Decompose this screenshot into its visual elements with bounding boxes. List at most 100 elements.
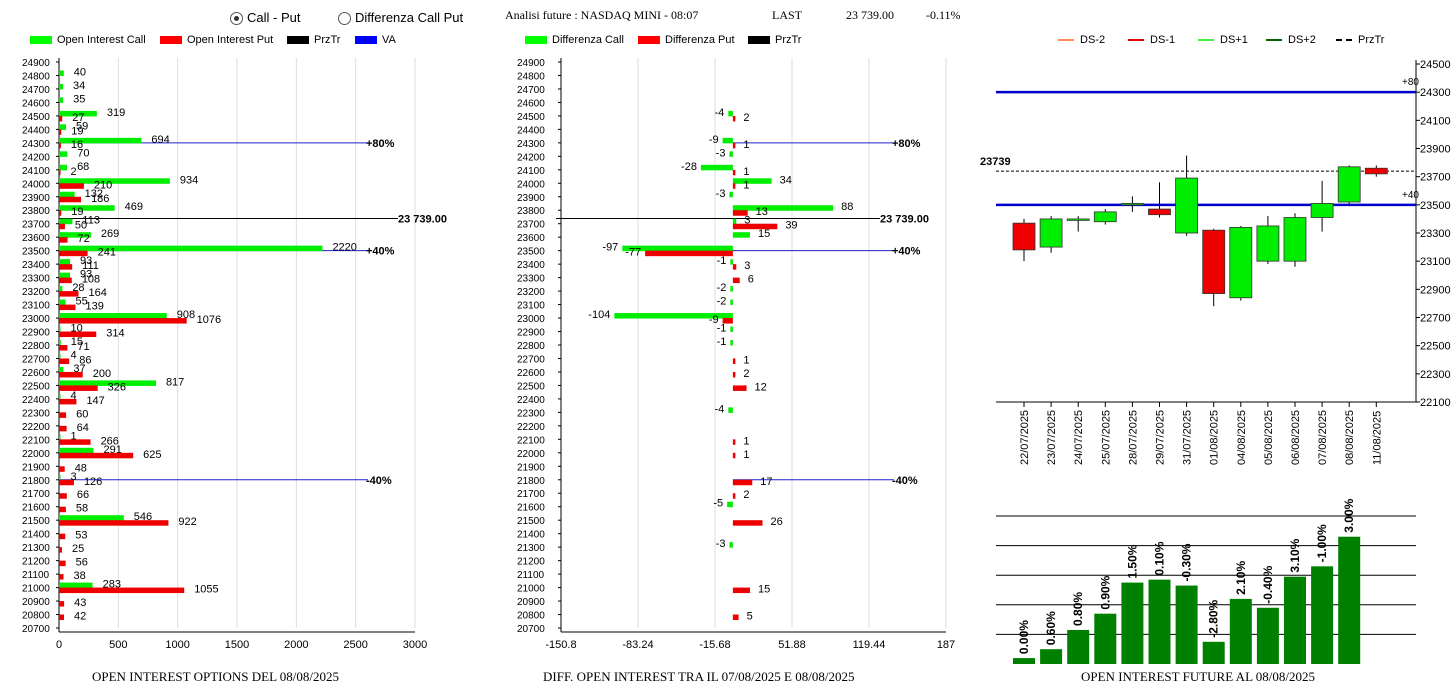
strike-label: 22200 [517, 422, 545, 433]
strike-label: 24900 [517, 58, 545, 69]
bar-value-label: 694 [151, 134, 169, 146]
diff-put-bar [722, 318, 733, 324]
strike-label: 21100 [517, 570, 545, 581]
legend-ds-2-label: DS-2 [1080, 34, 1106, 46]
bar-value-label: 34 [780, 174, 792, 186]
y-tick-label: 24500 [1420, 59, 1451, 71]
diff-call-bar [730, 340, 733, 346]
y-tick-label: 22300 [1420, 369, 1451, 381]
legend-ds+1-label: DS+1 [1220, 34, 1248, 46]
diff-put-bar [732, 210, 748, 216]
put-bar [59, 183, 84, 189]
strike-label: 21200 [22, 557, 50, 568]
bar-value-label: 66 [77, 489, 89, 501]
strike-label: 24500 [22, 112, 50, 123]
strike-label: 21000 [517, 584, 545, 595]
diff-put-bar [732, 183, 736, 189]
strike-label: 20900 [517, 597, 545, 608]
va-label: +40% [366, 246, 395, 258]
bar-value-label: 48 [75, 462, 87, 474]
bar-value-label: 38 [74, 570, 86, 582]
date-label: 06/08/2025 [1290, 410, 1302, 465]
put-bar [59, 479, 74, 486]
bar-value-label: 15 [758, 584, 770, 596]
candle-body [1229, 226, 1253, 299]
call-bar [59, 83, 64, 90]
strike-label: 24300 [517, 139, 545, 150]
put-bar [59, 223, 65, 230]
call-bar [59, 110, 97, 117]
strike-label: 21700 [517, 489, 545, 500]
diff-put-bar [732, 169, 736, 176]
diff-put-bar [732, 223, 778, 230]
legend-oi-put-swatch [160, 36, 182, 45]
strike-label: 21500 [22, 516, 50, 527]
x-tick-label: 2500 [343, 639, 367, 651]
bar-value-label: 25 [72, 543, 84, 555]
date-label: 01/08/2025 [1209, 410, 1221, 465]
diff-call-bar [732, 232, 750, 238]
radio-call-put[interactable]: Call - Put [230, 10, 301, 26]
legend-oi-call-swatch [30, 36, 52, 45]
bar-value-label: 200 [93, 368, 111, 380]
future-oi-label: 0.00% [1017, 620, 1031, 654]
diff-call-bar [730, 259, 733, 265]
strike-label: 21300 [517, 543, 545, 554]
bar-value-label: 934 [180, 174, 198, 186]
put-bar [59, 196, 82, 203]
strike-label: 23200 [22, 287, 50, 298]
y-tick-label: 24300 [1420, 87, 1451, 99]
bar-value-label: 164 [88, 287, 106, 299]
bar-value-label: 19 [71, 206, 83, 218]
diff-call-bar [732, 218, 737, 225]
put-bar [59, 412, 67, 418]
legend-oi-call-label: Open Interest Call [57, 34, 146, 46]
call-bar [59, 259, 71, 265]
bar-value-label: 15 [758, 228, 770, 240]
legend-ds+1: DS+1 [1198, 34, 1248, 46]
strike-label: 23000 [22, 314, 50, 325]
radio-diff-indicator[interactable] [338, 12, 351, 26]
radio-call-put-indicator[interactable] [230, 12, 243, 26]
strike-label: 24000 [22, 179, 50, 190]
last-change: -0.11% [926, 8, 961, 22]
date-label: 24/07/2025 [1073, 410, 1085, 465]
diff-open-interest-chart: -150.8 -83.24 -15.68 51.88 119.44 187 24900 248… [517, 58, 955, 651]
bar-value-label: 2 [743, 368, 749, 380]
bar-value-label: 111 [82, 260, 99, 272]
bar-value-label: 6 [748, 274, 754, 286]
call-bar [59, 245, 323, 252]
candle-body [1283, 217, 1307, 262]
call-bar [59, 232, 91, 238]
diff-put-bar [732, 264, 737, 270]
bar-value-label: 40 [74, 66, 86, 78]
bar-value-label: -1 [717, 255, 727, 267]
strike-label: 21100 [22, 570, 50, 581]
bar-value-label: -2 [717, 296, 727, 308]
y-tick-label: 22900 [1420, 284, 1451, 296]
bar-value-label: 50 [75, 220, 87, 232]
future-oi-bar [1175, 585, 1198, 664]
strike-label: 24700 [517, 85, 545, 96]
bar-value-label: 86 [79, 354, 91, 366]
date-label: 23/07/2025 [1046, 410, 1058, 465]
put-bar [59, 291, 79, 297]
x-tick-label: 0 [56, 639, 62, 651]
bar-value-label: -9 [709, 134, 719, 146]
put-bar [59, 398, 77, 405]
legend-ds+2-label: DS+2 [1288, 34, 1316, 46]
future-oi-bar [1284, 576, 1306, 664]
strike-label: 24400 [517, 125, 545, 136]
call-bar [59, 393, 61, 400]
strike-label: 23100 [22, 301, 50, 312]
bar-value-label: 56 [76, 557, 88, 569]
call-bar [59, 474, 61, 481]
legend-prztr-right-swatch [1336, 39, 1352, 42]
future-oi-label: -2.80% [1207, 599, 1221, 637]
legend-ds-2-swatch [1058, 39, 1074, 42]
put-bar [59, 142, 61, 149]
future-oi-bar [1311, 566, 1334, 664]
radio-diff[interactable]: Differenza Call Put [338, 10, 463, 26]
future-oi-bar [1094, 613, 1117, 664]
radio-call-put-label: Call - Put [247, 10, 301, 25]
